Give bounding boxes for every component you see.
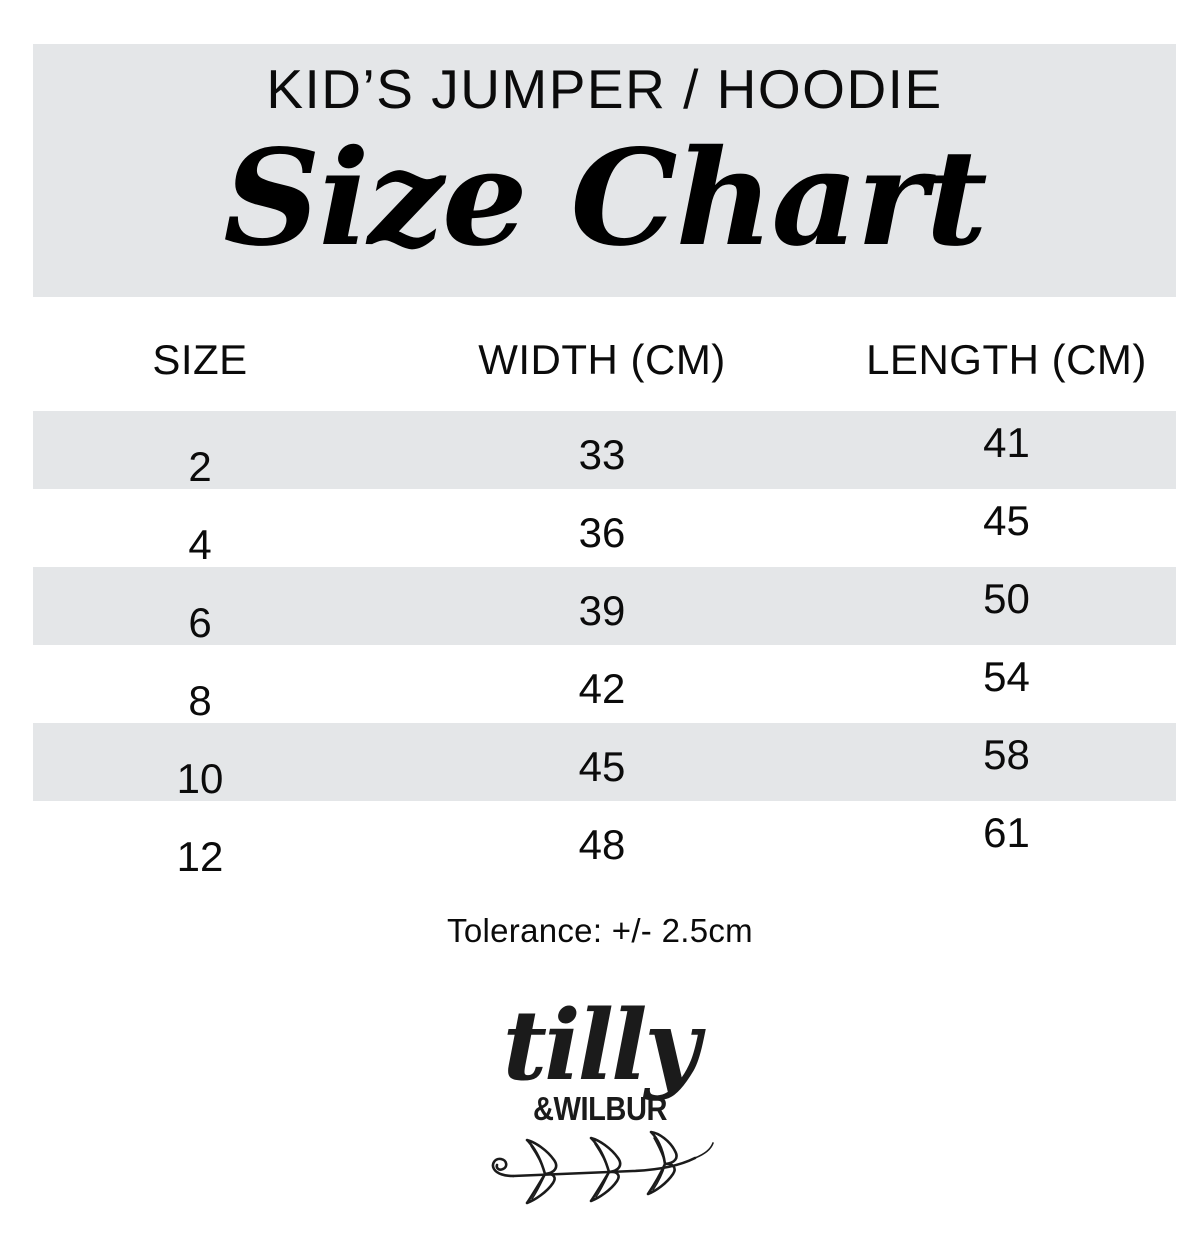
column-header-width: WIDTH (CM) xyxy=(478,336,726,383)
brand-logo: tilly &WILBUR xyxy=(0,995,1200,1215)
laurel-branch-icon xyxy=(491,1130,714,1205)
cell-size: 4 xyxy=(188,521,212,568)
header-banner: KID’S JUMPER / HOODIE Size Chart xyxy=(33,44,1176,297)
cell-width: 45 xyxy=(578,743,626,790)
cell-size: 6 xyxy=(188,599,212,646)
tolerance-note: Tolerance: +/- 2.5cm xyxy=(447,912,753,949)
cell-size: 12 xyxy=(176,833,224,880)
cell-width: 33 xyxy=(578,431,626,478)
brand-name-sub: &WILBUR xyxy=(532,1090,668,1127)
cell-width: 48 xyxy=(578,821,626,868)
brand-name-script: tilly xyxy=(502,989,701,1102)
page-title: KID’S JUMPER / HOODIE xyxy=(266,58,943,120)
cell-width: 36 xyxy=(578,509,626,556)
column-header-length: LENGTH (CM) xyxy=(866,336,1147,383)
cell-length: 58 xyxy=(983,731,1030,778)
table-row: 4 36 45 xyxy=(33,489,1176,568)
page-script-title: Size Chart xyxy=(223,121,987,276)
cell-size: 10 xyxy=(176,755,224,802)
cell-length: 61 xyxy=(983,809,1030,856)
table-row: 8 42 54 xyxy=(33,645,1176,724)
cell-length: 50 xyxy=(983,575,1030,622)
column-header-size: SIZE xyxy=(152,336,248,383)
table-row: 2 33 41 xyxy=(33,411,1176,490)
table-header-row: SIZE WIDTH (CM) LENGTH (CM) xyxy=(33,310,1176,411)
table-row: 12 48 61 xyxy=(33,801,1176,880)
size-table: SIZE WIDTH (CM) LENGTH (CM) 2 33 41 4 36… xyxy=(33,310,1176,880)
cell-length: 41 xyxy=(983,419,1030,466)
cell-width: 42 xyxy=(578,665,626,712)
table-body: 2 33 41 4 36 45 6 39 50 8 42 54 10 4 xyxy=(33,411,1176,880)
cell-length: 45 xyxy=(983,497,1030,544)
cell-size: 2 xyxy=(188,443,212,490)
cell-size: 8 xyxy=(188,677,212,724)
cell-width: 39 xyxy=(578,587,626,634)
table-row: 10 45 58 xyxy=(33,723,1176,802)
table-row: 6 39 50 xyxy=(33,567,1176,646)
cell-length: 54 xyxy=(983,653,1030,700)
